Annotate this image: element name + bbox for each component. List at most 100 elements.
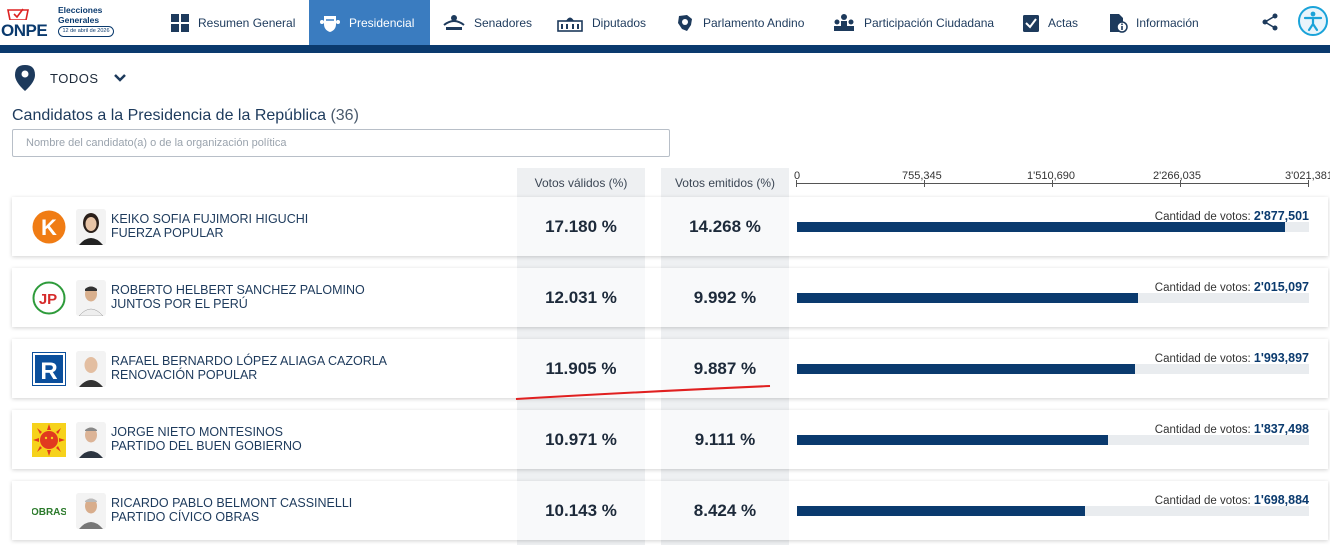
axis-tick <box>1308 180 1309 187</box>
obras-logo: OBRAS <box>32 494 66 528</box>
nav-resumen-general[interactable]: Resumen General <box>160 0 305 45</box>
party-name: PARTIDO CÍVICO OBRAS <box>111 510 260 524</box>
nav-label: Diputados <box>592 15 647 30</box>
ballot-urn-icon <box>7 8 29 20</box>
valid-votes-pct: 12.031 % <box>545 288 617 307</box>
vote-bar <box>797 506 1085 516</box>
logo-date: 12 de abril de 2026 <box>58 26 114 37</box>
vote-bar-track <box>797 435 1309 445</box>
andean-map-icon <box>678 14 692 31</box>
candidate-row[interactable]: OBRAS RICARDO PABLO BELMONT CASSINELLI P… <box>12 481 1328 540</box>
nav-actas[interactable]: Actas <box>1012 0 1088 45</box>
chevron-down-icon <box>113 74 126 82</box>
nav-label: Parlamento Andino <box>703 15 805 30</box>
vote-bar <box>797 435 1108 445</box>
region-selector[interactable]: TODOS <box>14 64 127 92</box>
vote-bar-track <box>797 506 1309 516</box>
svg-text:JP: JP <box>39 291 57 308</box>
axis-tick-label: 0 <box>794 170 801 182</box>
axis-tick <box>924 180 925 187</box>
nav-label: Actas <box>1048 15 1079 30</box>
axis-tick <box>1180 180 1181 187</box>
vote-bar-track <box>797 222 1309 232</box>
nav-label: Información <box>1136 15 1199 30</box>
vote-count: Cantidad de votos: 1'837,498 <box>1154 422 1309 436</box>
nav-label: Participación Ciudadana <box>864 15 995 30</box>
vote-bar <box>797 293 1138 303</box>
coat-of-arms-icon <box>320 15 340 32</box>
nav-participacion-ciudadana[interactable]: Participación Ciudadana <box>822 0 1004 45</box>
vote-bar-track <box>797 364 1309 374</box>
accessibility-icon <box>1303 11 1323 32</box>
candidate-photo <box>76 351 106 387</box>
axis-tick <box>1052 180 1053 187</box>
header-divider <box>0 45 1330 53</box>
nav-presidencial[interactable]: Presidencial <box>309 0 430 45</box>
region-label: TODOS <box>50 70 99 86</box>
candidate-name: RAFAEL BERNARDO LÓPEZ ALIAGA CAZORLA <box>111 354 388 368</box>
candidate-photo <box>76 422 106 458</box>
candidate-name: KEIKO SOFIA FUJIMORI HIGUCHI <box>111 212 309 226</box>
svg-text:K: K <box>41 215 57 240</box>
candidate-photo <box>76 209 106 245</box>
emitted-votes-pct: 9.887 % <box>693 359 757 378</box>
party-name: PARTIDO DEL BUEN GOBIERNO <box>111 439 302 453</box>
axis-tick-label: 755,345 <box>902 170 942 182</box>
share-icon[interactable] <box>1261 12 1279 32</box>
axis-tick-label: 3'021,381 <box>1285 170 1330 182</box>
candidate-row[interactable]: JP ROBERTO HELBERT SANCHEZ PALOMINO JUNT… <box>12 268 1328 327</box>
accessibility-button[interactable] <box>1298 6 1328 36</box>
red-annotation-line <box>515 385 771 400</box>
party-name: FUERZA POPULAR <box>111 226 224 240</box>
nav-informacion[interactable]: Información <box>1098 0 1209 45</box>
valid-votes-pct: 11.905 % <box>545 359 617 378</box>
party-name: JUNTOS POR EL PERÚ <box>111 297 248 311</box>
clipboard-check-icon <box>1023 14 1039 32</box>
renovacion-popular-r-logo: R <box>32 352 66 386</box>
svg-text:R: R <box>40 358 57 385</box>
nav-diputados[interactable]: Diputados <box>546 0 656 45</box>
title-text: Candidatos a la Presidencia de la Repúbl… <box>12 107 326 124</box>
senate-icon <box>443 14 465 30</box>
location-pin-icon <box>15 65 35 91</box>
candidate-name: ROBERTO HELBERT SANCHEZ PALOMINO <box>111 283 365 297</box>
valid-votes-pct: 10.971 % <box>545 430 617 449</box>
vote-bar <box>797 364 1135 374</box>
vote-bar <box>797 222 1285 232</box>
nav-label: Resumen General <box>198 15 296 30</box>
logo-wordmark: ONPE <box>1 21 48 40</box>
page-title: Candidatos a la Presidencia de la Repúbl… <box>12 107 359 125</box>
top-navigation-bar: ONPE Elecciones Generales 12 de abril de… <box>0 0 1330 45</box>
vote-count: Cantidad de votos: 2'877,501 <box>1154 209 1309 223</box>
vote-count: Cantidad de votos: 1'993,897 <box>1154 351 1309 365</box>
people-group-icon <box>834 13 854 31</box>
emitted-votes-pct: 9.111 % <box>694 430 756 449</box>
emitted-votes-pct: 14.268 % <box>689 217 761 236</box>
candidate-photo <box>76 493 106 529</box>
logo-title: Elecciones Generales <box>58 5 103 25</box>
axis-tick <box>796 180 797 187</box>
candidate-row[interactable]: R RAFAEL BERNARDO LÓPEZ ALIAGA CAZORLA R… <box>12 339 1328 398</box>
candidate-search-input[interactable] <box>12 129 670 157</box>
nav-parlamento-andino[interactable]: Parlamento Andino <box>665 0 814 45</box>
congress-building-icon <box>557 17 583 32</box>
juntos-por-el-peru-logo: JP <box>32 281 66 315</box>
candidate-row[interactable]: JORGE NIETO MONTESINOS PARTIDO DEL BUEN … <box>12 410 1328 469</box>
onpe-logo[interactable]: ONPE Elecciones Generales 12 de abril de… <box>0 2 120 42</box>
nav-label: Presidencial <box>349 15 415 30</box>
nav-senadores[interactable]: Senadores <box>432 0 542 45</box>
buen-gobierno-sun-logo <box>32 423 66 457</box>
candidate-count: (36) <box>330 107 359 124</box>
candidate-name: RICARDO PABLO BELMONT CASSINELLI <box>111 496 353 510</box>
emitted-votes-pct: 9.992 % <box>693 288 757 307</box>
column-header-valid: Votos válidos (%) <box>534 176 628 190</box>
vote-count: Cantidad de votos: 1'698,884 <box>1154 493 1309 507</box>
candidate-row[interactable]: K KEIKO SOFIA FUJIMORI HIGUCHI FUERZA PO… <box>12 197 1328 256</box>
valid-votes-pct: 17.180 % <box>545 217 617 236</box>
emitted-votes-pct: 8.424 % <box>693 501 757 520</box>
vote-bar-track <box>797 293 1309 303</box>
candidate-name: JORGE NIETO MONTESINOS <box>111 425 284 439</box>
vote-count: Cantidad de votos: 2'015,097 <box>1154 280 1309 294</box>
party-name: RENOVACIÓN POPULAR <box>111 368 258 382</box>
dashboard-grid-icon <box>171 13 189 32</box>
